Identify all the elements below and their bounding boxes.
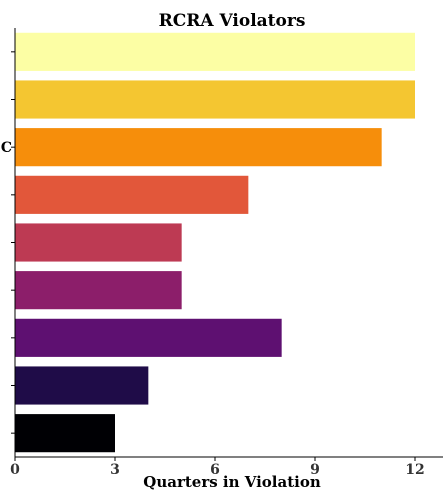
bar-2 — [15, 128, 382, 167]
x-tick-label-0: 0 — [10, 462, 20, 478]
chart-title: RCRA Violators — [159, 11, 306, 31]
bar-1 — [15, 80, 415, 119]
bar-5 — [15, 271, 182, 310]
bar-0 — [15, 32, 415, 71]
bar-4 — [15, 223, 182, 262]
x-axis: 0 3 6 9 12 — [10, 456, 443, 478]
x-tick-label-4: 12 — [405, 462, 424, 478]
x-tick-label-3: 9 — [310, 462, 320, 478]
x-tick-label-1: 3 — [110, 462, 120, 478]
bar-7 — [15, 366, 149, 405]
x-axis-label: Quarters in Violation — [143, 473, 321, 491]
y-axis: C — [1, 28, 16, 457]
bar-8 — [15, 414, 115, 453]
bars-group — [15, 32, 415, 453]
bar-3 — [15, 175, 249, 214]
bar-6 — [15, 318, 282, 357]
y-tick-label-2: C — [1, 140, 12, 156]
x-tick-label-2: 6 — [210, 462, 220, 478]
